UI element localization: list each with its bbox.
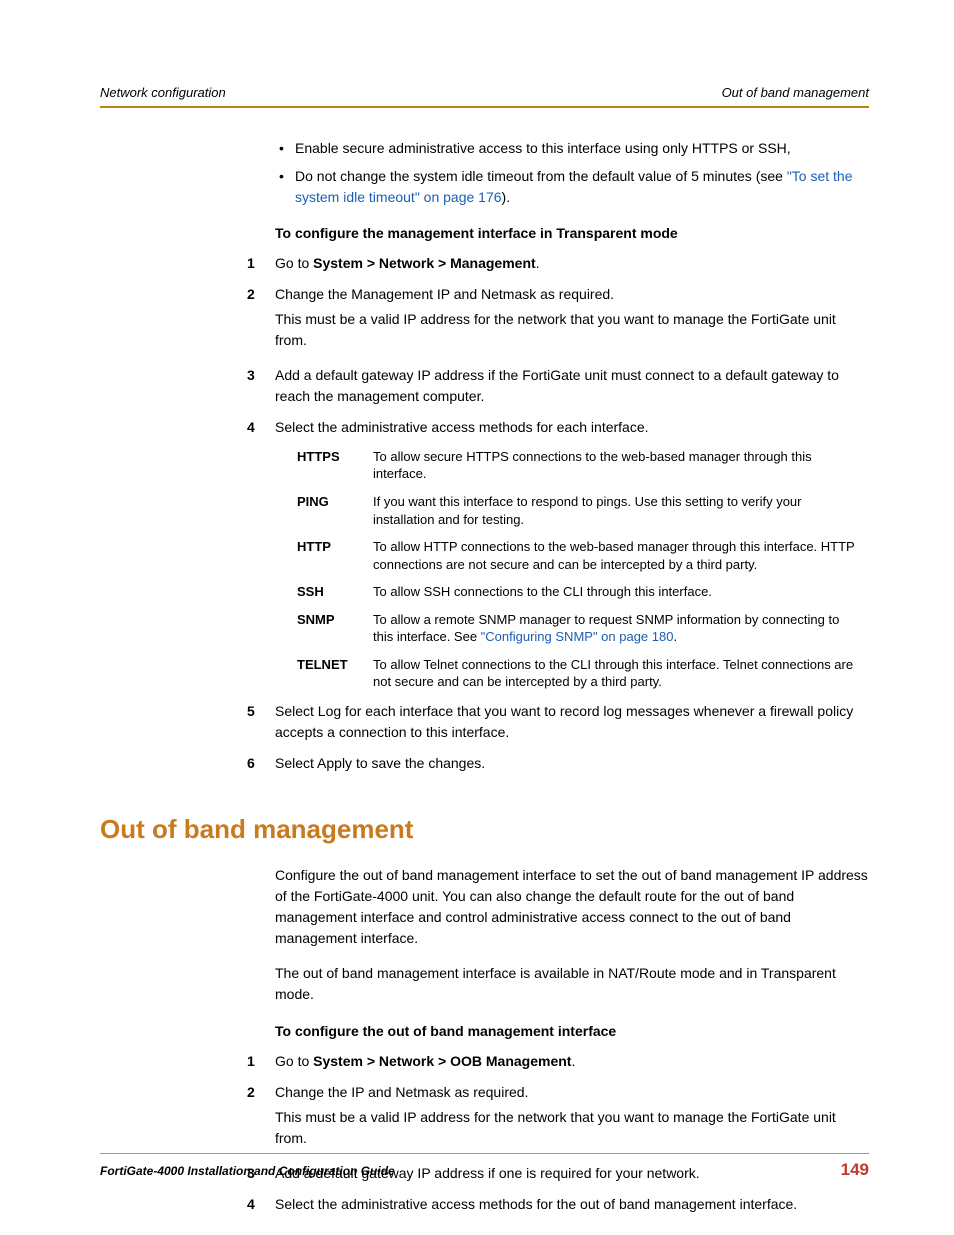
header-right: Out of band management: [722, 85, 869, 100]
page-header: Network configuration Out of band manage…: [100, 85, 869, 108]
access-desc: To allow HTTP connections to the web-bas…: [373, 538, 869, 573]
step-row: 4 Select the administrative access metho…: [275, 417, 869, 438]
access-methods-table: HTTPS To allow secure HTTPS connections …: [297, 448, 869, 691]
procedure-heading: To configure the management interface in…: [275, 225, 869, 241]
step-number: 2: [247, 284, 275, 355]
access-row: HTTP To allow HTTP connections to the we…: [297, 538, 869, 573]
step-row: 1 Go to System > Network > OOB Managemen…: [275, 1051, 869, 1072]
access-label: PING: [297, 493, 373, 528]
step-body: Select Log for each interface that you w…: [275, 701, 869, 743]
section-heading: Out of band management: [100, 814, 869, 845]
procedure-heading: To configure the out of band management …: [275, 1023, 869, 1039]
access-desc: If you want this interface to respond to…: [373, 493, 869, 528]
footer-title: FortiGate-4000 Installation and Configur…: [100, 1164, 395, 1178]
bullet-item: • Do not change the system idle timeout …: [275, 166, 869, 207]
access-row: SNMP To allow a remote SNMP manager to r…: [297, 611, 869, 646]
access-label: TELNET: [297, 656, 373, 691]
access-desc: To allow a remote SNMP manager to reques…: [373, 611, 869, 646]
access-label: HTTP: [297, 538, 373, 573]
step-number: 1: [247, 1051, 275, 1072]
access-row: SSH To allow SSH connections to the CLI …: [297, 583, 869, 601]
step-number: 4: [247, 417, 275, 438]
bullet-item: • Enable secure administrative access to…: [275, 138, 869, 158]
step-body: Change the Management IP and Netmask as …: [275, 284, 869, 355]
step-row: 6 Select Apply to save the changes.: [275, 753, 869, 774]
step-body: Add a default gateway IP address if the …: [275, 365, 869, 407]
paragraph: The out of band management interface is …: [275, 963, 869, 1005]
page-footer: FortiGate-4000 Installation and Configur…: [100, 1153, 869, 1180]
header-left: Network configuration: [100, 85, 226, 100]
step-row: 4 Select the administrative access metho…: [275, 1194, 869, 1215]
step-row: 5 Select Log for each interface that you…: [275, 701, 869, 743]
access-desc: To allow secure HTTPS connections to the…: [373, 448, 869, 483]
access-label: HTTPS: [297, 448, 373, 483]
access-row: TELNET To allow Telnet connections to th…: [297, 656, 869, 691]
access-label: SSH: [297, 583, 373, 601]
step-row: 3 Add a default gateway IP address if th…: [275, 365, 869, 407]
step-body: Change the IP and Netmask as required. T…: [275, 1082, 869, 1153]
step-number: 5: [247, 701, 275, 743]
bullet-icon: •: [275, 138, 295, 158]
step-number: 6: [247, 753, 275, 774]
step-row: 1 Go to System > Network > Management.: [275, 253, 869, 274]
step-row: 2 Change the IP and Netmask as required.…: [275, 1082, 869, 1153]
access-desc: To allow SSH connections to the CLI thro…: [373, 583, 869, 601]
step-number: 1: [247, 253, 275, 274]
step-body: Go to System > Network > Management.: [275, 253, 869, 274]
bullet-text: Do not change the system idle timeout fr…: [295, 166, 869, 207]
link-snmp[interactable]: "Configuring SNMP" on page 180: [481, 629, 674, 644]
access-row: PING If you want this interface to respo…: [297, 493, 869, 528]
paragraph: Configure the out of band management int…: [275, 865, 869, 949]
step-row: 2 Change the Management IP and Netmask a…: [275, 284, 869, 355]
step-number: 3: [247, 365, 275, 407]
access-label: SNMP: [297, 611, 373, 646]
step-body: Select Apply to save the changes.: [275, 753, 869, 774]
step-number: 4: [247, 1194, 275, 1215]
access-row: HTTPS To allow secure HTTPS connections …: [297, 448, 869, 483]
step-body: Select the administrative access methods…: [275, 417, 869, 438]
page-number: 149: [841, 1160, 869, 1180]
access-desc: To allow Telnet connections to the CLI t…: [373, 656, 869, 691]
step-number: 2: [247, 1082, 275, 1153]
step-body: Select the administrative access methods…: [275, 1194, 869, 1215]
step-body: Go to System > Network > OOB Management.: [275, 1051, 869, 1072]
bullet-icon: •: [275, 166, 295, 207]
bullet-text: Enable secure administrative access to t…: [295, 138, 869, 158]
